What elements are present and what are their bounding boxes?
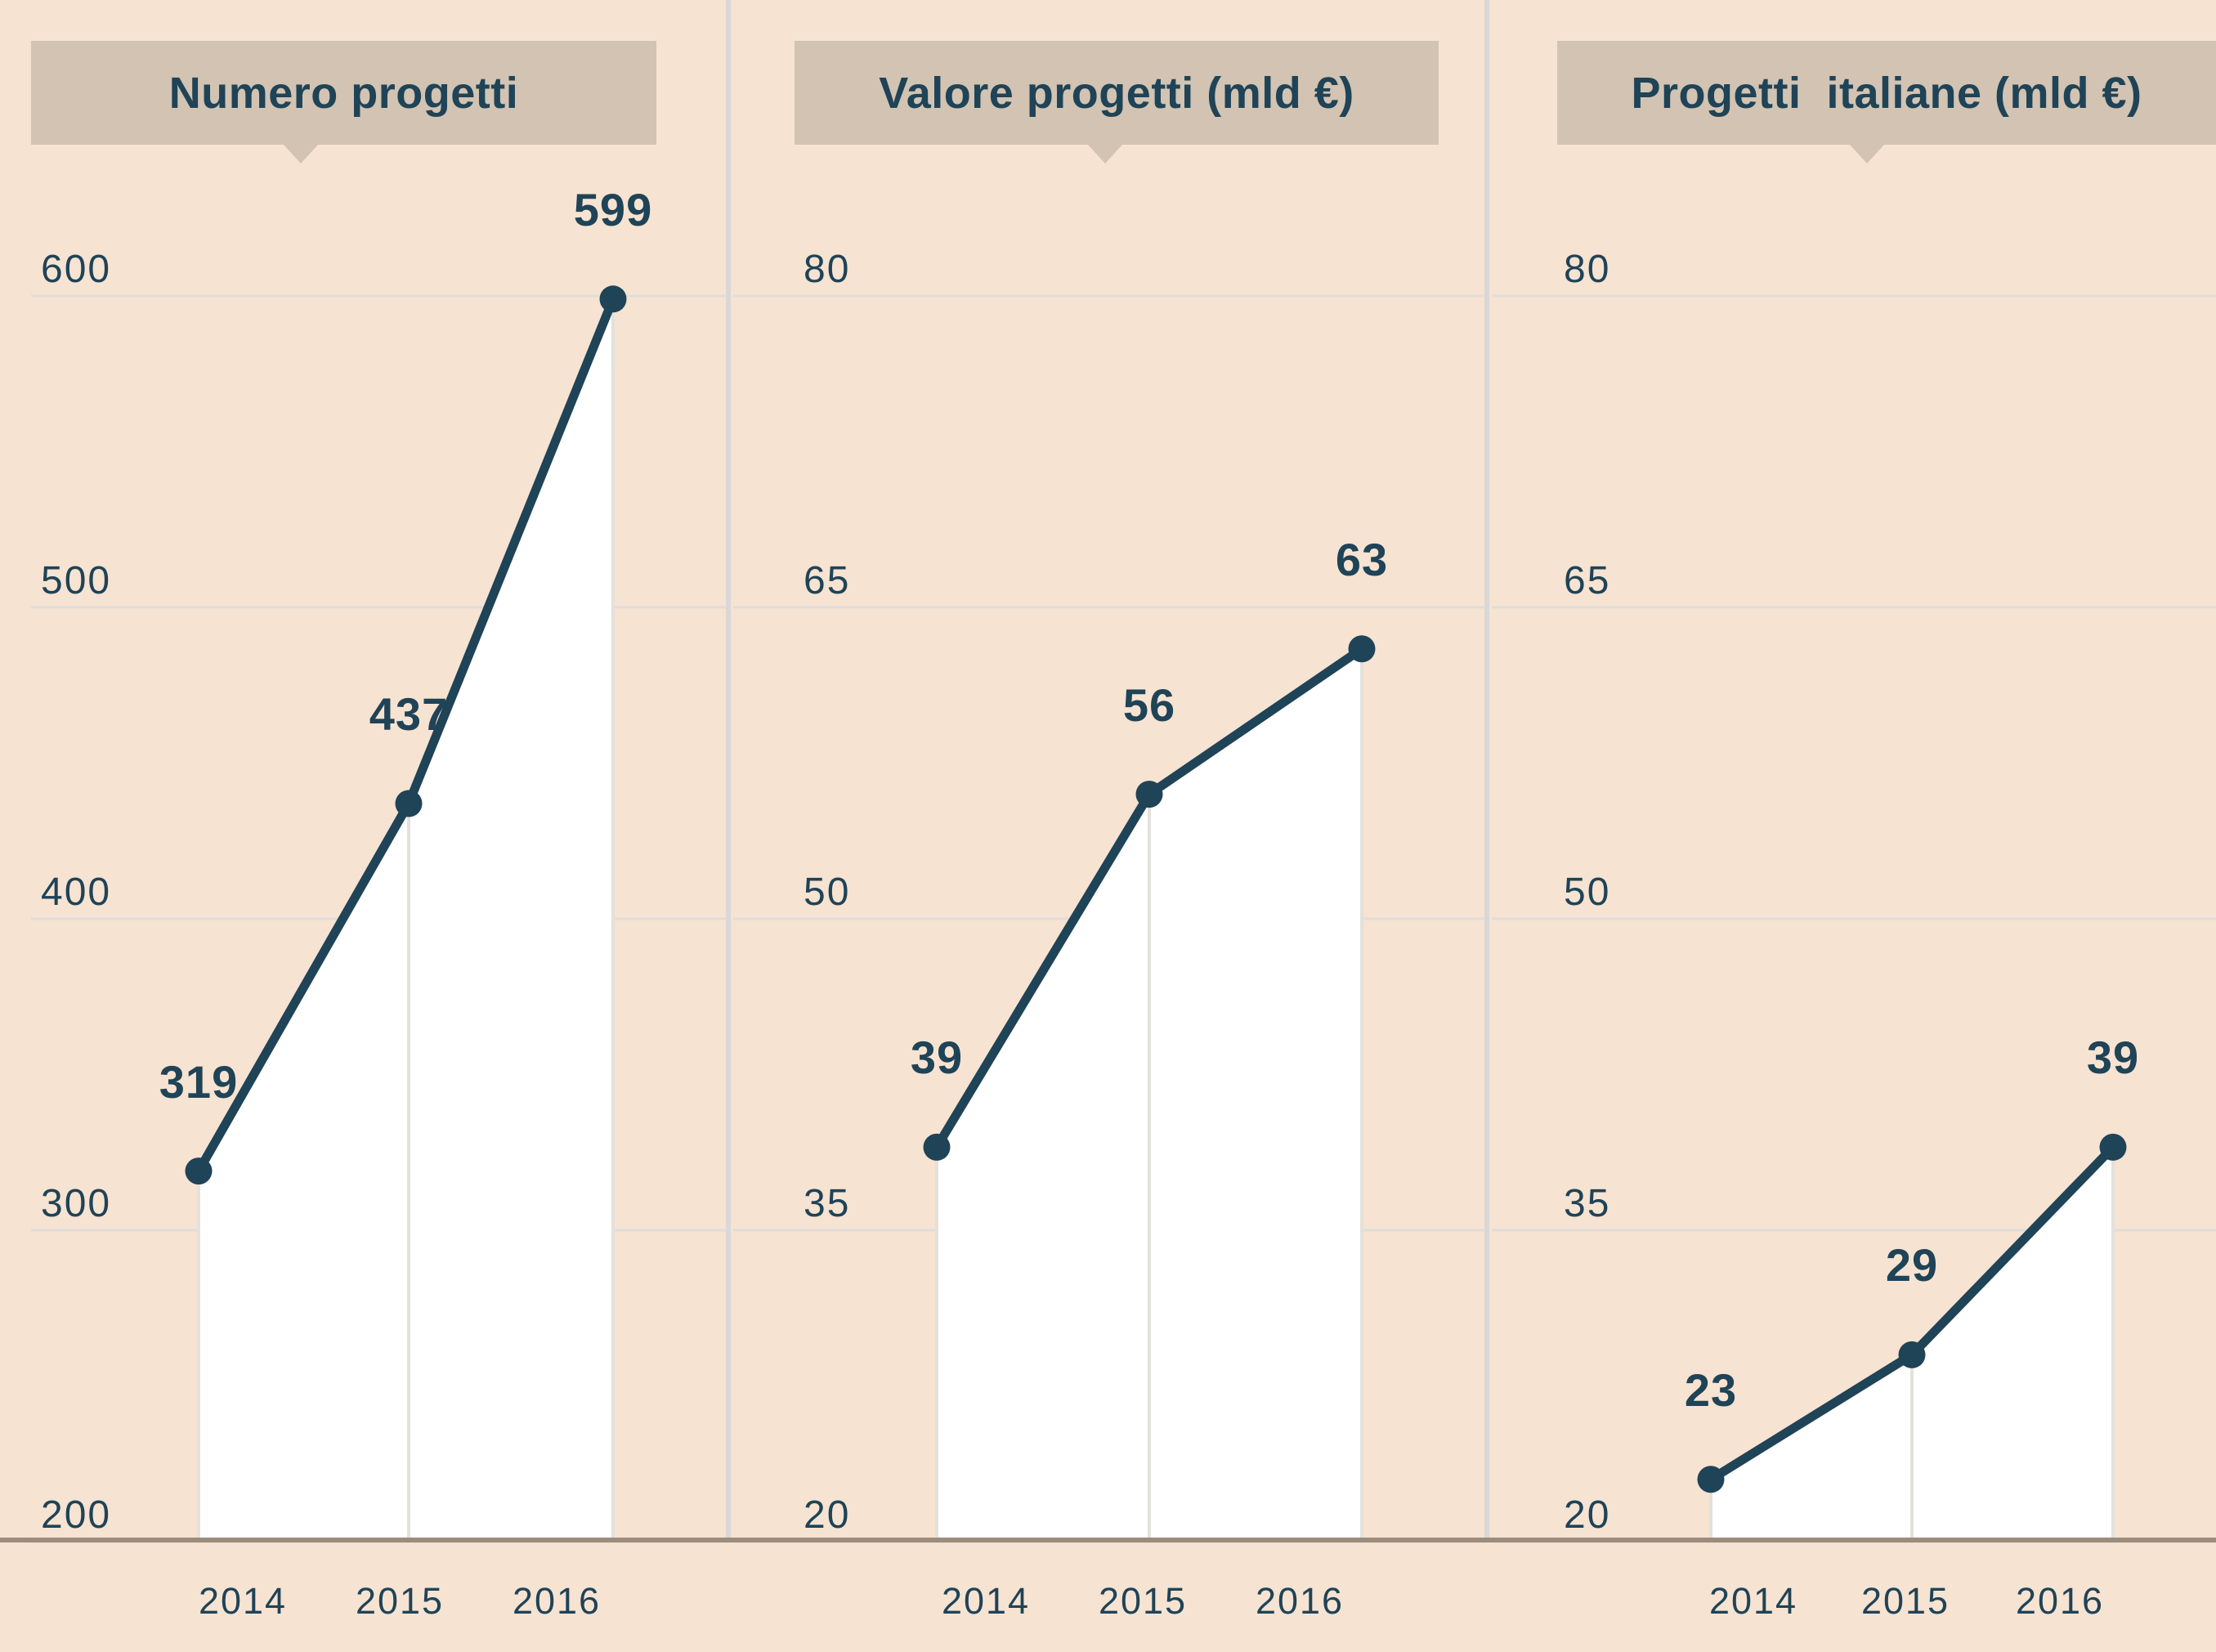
panel-separator	[726, 0, 731, 1542]
area-edge-line	[1910, 1354, 1914, 1538]
data-point	[185, 1157, 213, 1185]
data-point	[1697, 1466, 1725, 1493]
data-point	[1135, 781, 1163, 808]
area-edge-line	[197, 1171, 200, 1538]
area-edge-line	[1709, 1479, 1712, 1538]
gridline	[31, 294, 728, 298]
data-point	[599, 285, 627, 313]
speech-bubble-tail-icon	[1088, 145, 1122, 163]
gridline	[1492, 917, 2216, 920]
area-fill	[1711, 1147, 2113, 1542]
area-edge-line	[611, 298, 615, 1538]
gridline	[733, 294, 1487, 298]
data-point	[1348, 635, 1376, 663]
chart-title-valore-progetti: Valore progetti (mld €)	[795, 41, 1439, 145]
area-edge-line	[2111, 1147, 2115, 1538]
area-fill	[199, 298, 613, 1542]
area-edge-line	[1360, 648, 1363, 1538]
gridline	[1492, 606, 2216, 609]
data-point	[2099, 1133, 2127, 1161]
chart-title-progetti-italiane: Progetti italiane (mld €)	[1557, 41, 2216, 145]
speech-bubble-tail-icon	[284, 145, 318, 163]
data-point	[1898, 1341, 1926, 1368]
gridline	[733, 606, 1487, 609]
gridline	[1492, 1229, 2216, 1232]
speech-bubble-tail-icon	[1850, 145, 1884, 163]
area-edge-line	[1148, 794, 1151, 1538]
gridline	[31, 606, 728, 609]
gridline	[1492, 294, 2216, 298]
area-edge-line	[935, 1147, 938, 1538]
area-edge-line	[407, 804, 410, 1538]
panel-separator	[1484, 0, 1489, 1542]
x-axis-baseline	[0, 1538, 2216, 1542]
data-point	[395, 790, 423, 817]
data-point	[923, 1133, 951, 1161]
chart-title-numero-progetti: Numero progetti	[31, 41, 656, 145]
